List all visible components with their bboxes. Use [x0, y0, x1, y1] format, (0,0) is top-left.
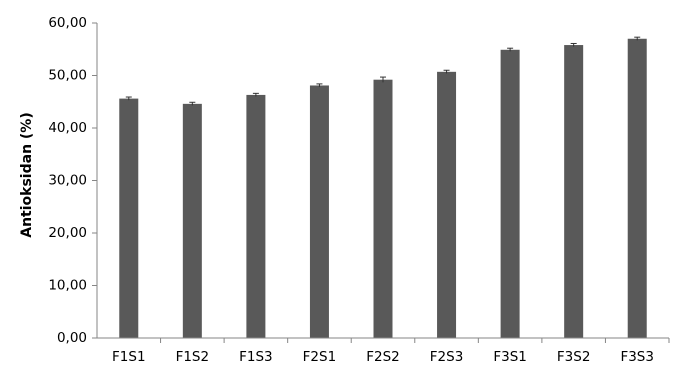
bar-f2s1 — [309, 85, 329, 338]
y-tick-label: 60,00 — [48, 15, 87, 31]
bar-f2s2 — [373, 79, 393, 338]
x-tick-label: F1S2 — [176, 349, 210, 365]
x-tick-label: F1S3 — [239, 349, 273, 365]
bar-f1s3 — [246, 94, 266, 338]
y-tick-label: 10,00 — [48, 278, 87, 294]
y-tick-label: 50,00 — [48, 68, 87, 84]
bars — [119, 38, 647, 339]
x-tick-label: F1S1 — [112, 349, 146, 365]
y-axis-title: Antioksidan (%) — [19, 112, 35, 238]
x-tick-label: F2S3 — [430, 349, 464, 365]
y-tick-label: 40,00 — [48, 120, 87, 136]
error-bars — [125, 36, 641, 106]
x-tick-label: F3S3 — [620, 349, 654, 365]
x-tick-label: F2S1 — [303, 349, 337, 365]
y-axis-title-group: Antioksidan (%) — [19, 112, 35, 238]
bar-f1s2 — [182, 103, 202, 338]
y-tick-label: 20,00 — [48, 225, 87, 241]
bar-f3s3 — [627, 38, 647, 338]
bar-f1s1 — [119, 98, 139, 338]
y-tick-label: 30,00 — [48, 173, 87, 189]
bar-f2s3 — [437, 71, 457, 338]
y-axis-ticks: 0,00 10,00 20,00 30,00 40,00 50,00 60,00 — [48, 15, 97, 346]
x-tick-label: F3S2 — [557, 349, 591, 365]
x-axis-ticks: F1S1 F1S2 F1S3 F2S1 F2S2 F2S3 F3S1 F3S2 F3S3 — [112, 338, 670, 365]
bar-f3s1 — [500, 49, 520, 339]
y-tick-label: 0,00 — [57, 330, 87, 346]
x-tick-label: F2S2 — [366, 349, 400, 365]
x-tick-label: F3S1 — [493, 349, 527, 365]
bar-f3s2 — [564, 45, 584, 339]
